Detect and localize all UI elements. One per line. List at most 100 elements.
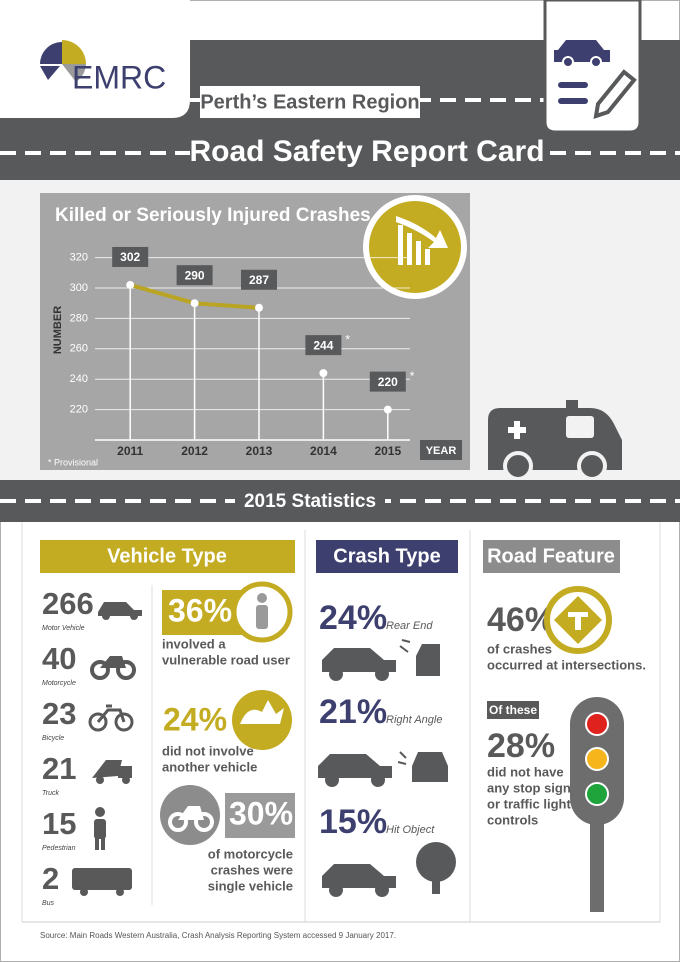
stat-text: or traffic light (487, 796, 571, 811)
value-label: 220 (378, 375, 398, 389)
stat-label: Motor Vehicle (42, 625, 85, 632)
highlight-graphics (160, 581, 295, 845)
logo-text: EMRC (72, 59, 166, 95)
chart: 220 240 260 280 300 320 302 2011 290 2012 287 2013 2… (70, 246, 415, 458)
highlight-graphics (240, 700, 284, 724)
crash-icons (375, 883, 389, 897)
stat-label: Motorcycle (42, 680, 76, 687)
trend-icon (398, 225, 403, 265)
provisional-mark: * (345, 332, 350, 346)
stat-value: 40 (42, 641, 76, 676)
crash-icons (416, 842, 456, 882)
y-tick-label: 280 (70, 312, 88, 324)
point (126, 280, 135, 289)
crash-icons (397, 751, 407, 765)
vehicle-icons (100, 656, 126, 668)
point (190, 299, 199, 308)
ambulance-icon (577, 451, 607, 481)
crash-icons (318, 639, 456, 897)
ambulance-icon (503, 451, 533, 481)
vehicle-list: 266 Motor Vehicle 40 Motorcycle 23 Bicycle 21 T… (42, 586, 94, 907)
value-label: 290 (185, 268, 205, 282)
x-axis-label: YEAR (426, 445, 457, 457)
stat-text: occurred at intersections. (487, 657, 646, 672)
stat-text: of motorcycle (208, 846, 293, 861)
clipboard-icon (558, 98, 588, 104)
vehicle-icons (80, 888, 88, 896)
highlight-graphics (194, 812, 214, 832)
traffic-light (585, 712, 609, 736)
stat-text: involved a (162, 636, 226, 651)
highlight-graphics (168, 812, 188, 832)
intersection-sign (544, 586, 612, 654)
value-label: 302 (120, 250, 140, 264)
ambulance-icon (488, 400, 622, 481)
source: Source: Main Roads Western Australia, Cr… (40, 931, 396, 940)
crash-icons (432, 866, 440, 894)
stat-text: any stop signs (487, 780, 578, 795)
stats-title-box (235, 486, 385, 516)
stat-text: did not have (487, 764, 564, 779)
region-box (200, 86, 420, 118)
x-label-box (420, 440, 462, 460)
vehicle-icons (122, 776, 130, 784)
traffic-light (585, 782, 609, 806)
stats-title: 2015 Statistics (244, 491, 376, 512)
vehicle-icons (114, 712, 134, 732)
stat-value: 21% (319, 693, 387, 731)
value-label-box (176, 265, 213, 286)
point (319, 369, 328, 378)
value-label-box (305, 335, 342, 356)
vehicle-icons (92, 760, 122, 778)
highlight-graphics (162, 590, 242, 635)
stat-value: 24% (163, 701, 227, 737)
vehicle-icons (116, 660, 136, 680)
crash-icons (412, 752, 448, 782)
vehicle-icons (96, 704, 126, 723)
highlight-graphics (257, 593, 267, 603)
vehicle-icons (118, 766, 132, 778)
stat-text: another vehicle (162, 759, 257, 774)
vehicle-header-box (40, 540, 295, 573)
y-tick-label: 300 (70, 282, 88, 294)
annotation: * Provisional (48, 457, 98, 467)
trend-icon (396, 216, 448, 248)
vehicle-icons (130, 612, 138, 620)
intersection-sign (575, 612, 581, 630)
trend-icon (416, 241, 421, 265)
trend-icon (407, 233, 412, 265)
highlight-graphics (225, 793, 295, 838)
stat-value: 24% (319, 599, 387, 637)
crash-icons (371, 773, 385, 787)
ambulance-icon (514, 421, 520, 439)
subheading-box (487, 701, 539, 719)
header: EMRC Perth’s Eastern Region Road Safety … (0, 0, 680, 180)
stat-text: crashes were (211, 862, 293, 877)
point (255, 303, 263, 312)
trend-segment (192, 301, 261, 310)
stat-value: 28% (487, 727, 555, 765)
vehicle-icons (116, 888, 124, 896)
logo-mark (40, 66, 60, 80)
value-label-box (241, 269, 277, 290)
trend-icon (363, 195, 467, 299)
crash-icons (318, 754, 392, 778)
y-tick-label: 320 (70, 252, 88, 264)
vehicle-icons (96, 776, 104, 784)
logo-mark (62, 40, 86, 64)
crash-icons (399, 639, 411, 653)
title-box (190, 128, 545, 178)
crash-icons (416, 644, 440, 676)
x-tick-label: 2014 (310, 444, 337, 458)
clipboard-icon (590, 56, 602, 68)
y-tick-label: 260 (70, 343, 88, 355)
stat-label: Rear End (386, 620, 433, 632)
vehicle-icons (102, 612, 110, 620)
vehicle-icons (95, 838, 99, 850)
y-tick-label: 240 (70, 373, 88, 385)
trend-icon (425, 249, 430, 265)
header (0, 0, 190, 118)
stat-value: 30% (229, 795, 293, 831)
crash-icons (325, 773, 339, 787)
